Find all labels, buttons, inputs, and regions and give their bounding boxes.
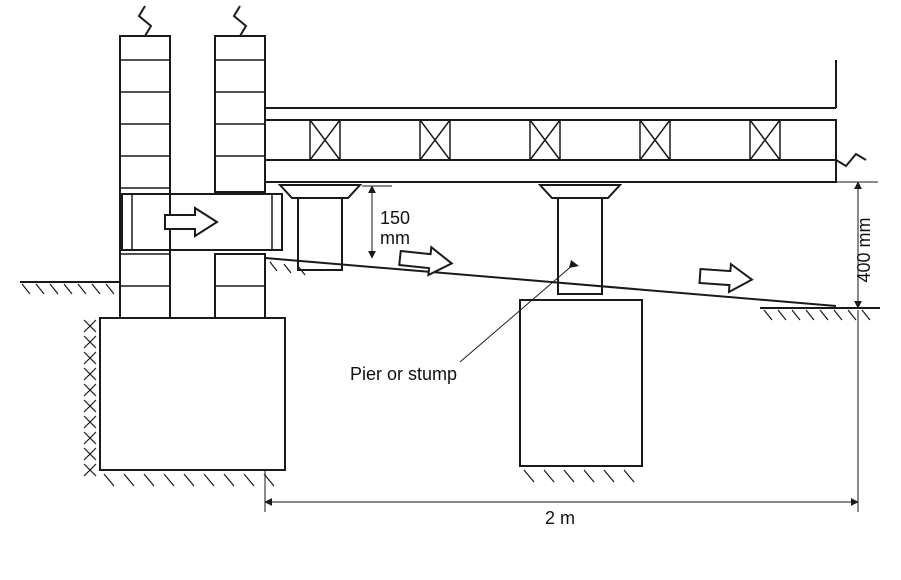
dim-2m: 2 m	[265, 310, 858, 528]
flow-arrow-right	[699, 262, 753, 294]
callout-pier-label: Pier or stump	[350, 364, 457, 384]
dim-150-value: 150	[380, 208, 410, 228]
floor-assembly	[265, 60, 866, 182]
ground	[20, 258, 880, 320]
pier-right	[540, 185, 620, 294]
flow-arrow-vent	[165, 208, 217, 236]
wall-assembly	[120, 6, 282, 318]
dim-400: 400 mm	[836, 182, 878, 308]
callout-pier: Pier or stump	[350, 260, 579, 384]
ventilation-diagram: 150 mm 400 mm 2 m Pier or stump	[0, 0, 901, 580]
dim-2m-label: 2 m	[545, 508, 575, 528]
dim-400-label: 400 mm	[854, 217, 874, 282]
dim-150: 150 mm	[362, 186, 410, 258]
pier-left	[280, 185, 360, 270]
dim-150-unit: mm	[380, 228, 410, 248]
footing-pier	[520, 300, 642, 482]
footing-wall	[84, 318, 285, 486]
